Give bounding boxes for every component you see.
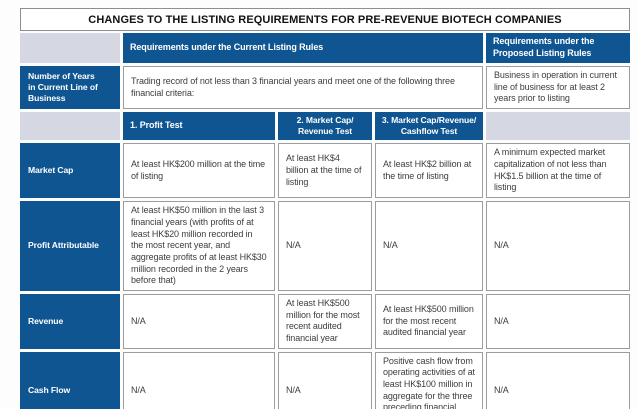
cell-profit-proposed: N/A xyxy=(486,201,630,291)
row-label-revenue: Revenue xyxy=(20,293,120,349)
row-cash-flow: Cash Flow N/A N/A Positive cash flow fro… xyxy=(20,351,630,409)
cell-revenue-test1: N/A xyxy=(123,293,275,349)
cell-market-cap-proposed: A minimum expected market capitalization… xyxy=(486,143,630,199)
row-number-of-years: Number of Years in Current Line of Busin… xyxy=(20,66,630,110)
header-row: Requirements under the Current Listing R… xyxy=(20,33,630,63)
row-market-cap: Market Cap At least HK$200 million at th… xyxy=(20,143,630,199)
subheader-empty-right xyxy=(486,112,630,141)
cell-profit-test3: N/A xyxy=(375,201,483,291)
subheader-profit-test: 1. Profit Test xyxy=(123,112,275,141)
cell-market-cap-test1: At least HK$200 million at the time of l… xyxy=(123,143,275,199)
current-rules-header: Requirements under the Current Listing R… xyxy=(123,33,483,63)
cell-revenue-proposed: N/A xyxy=(486,293,630,349)
cell-cash-flow-proposed: N/A xyxy=(486,351,630,409)
cell-profit-test2: N/A xyxy=(278,201,372,291)
cell-cash-flow-test1: N/A xyxy=(123,351,275,409)
proposed-rules-header: Requirements under the Proposed Listing … xyxy=(486,33,630,63)
table-title: CHANGES TO THE LISTING REQUIREMENTS FOR … xyxy=(20,8,630,31)
row-label-market-cap: Market Cap xyxy=(20,143,120,199)
row-label-profit-attributable: Profit Attributable xyxy=(20,201,120,291)
row-label-cash-flow: Cash Flow xyxy=(20,351,120,409)
cell-cash-flow-test3: Positive cash flow from operating activi… xyxy=(375,351,483,409)
cell-years-proposed: Business in operation in current line of… xyxy=(486,66,630,110)
requirements-table: Requirements under the Current Listing R… xyxy=(17,30,633,409)
row-revenue: Revenue N/A At least HK$500 million for … xyxy=(20,293,630,349)
cell-profit-test1: At least HK$50 million in the last 3 fin… xyxy=(123,201,275,291)
listing-requirements-table: CHANGES TO THE LISTING REQUIREMENTS FOR … xyxy=(20,8,630,409)
cell-market-cap-test2: At least HK$4 billion at the time of lis… xyxy=(278,143,372,199)
cell-cash-flow-test2: N/A xyxy=(278,351,372,409)
cell-market-cap-test3: At least HK$2 billion at the time of lis… xyxy=(375,143,483,199)
cell-revenue-test2: At least HK$500 million for the most rec… xyxy=(278,293,372,349)
subheader-marketcap-revenue-test: 2. Market Cap/ Revenue Test xyxy=(278,112,372,141)
subheader-marketcap-revenue-cashflow-test: 3. Market Cap/Revenue/ Cashflow Test xyxy=(375,112,483,141)
subheader-row: 1. Profit Test 2. Market Cap/ Revenue Te… xyxy=(20,112,630,141)
corner-cell xyxy=(20,33,120,63)
subheader-empty-left xyxy=(20,112,120,141)
row-label-number-of-years: Number of Years in Current Line of Busin… xyxy=(20,66,120,110)
row-profit-attributable: Profit Attributable At least HK$50 milli… xyxy=(20,201,630,291)
cell-years-current: Trading record of not less than 3 financ… xyxy=(123,66,483,110)
cell-revenue-test3: At least HK$500 million for the most rec… xyxy=(375,293,483,349)
